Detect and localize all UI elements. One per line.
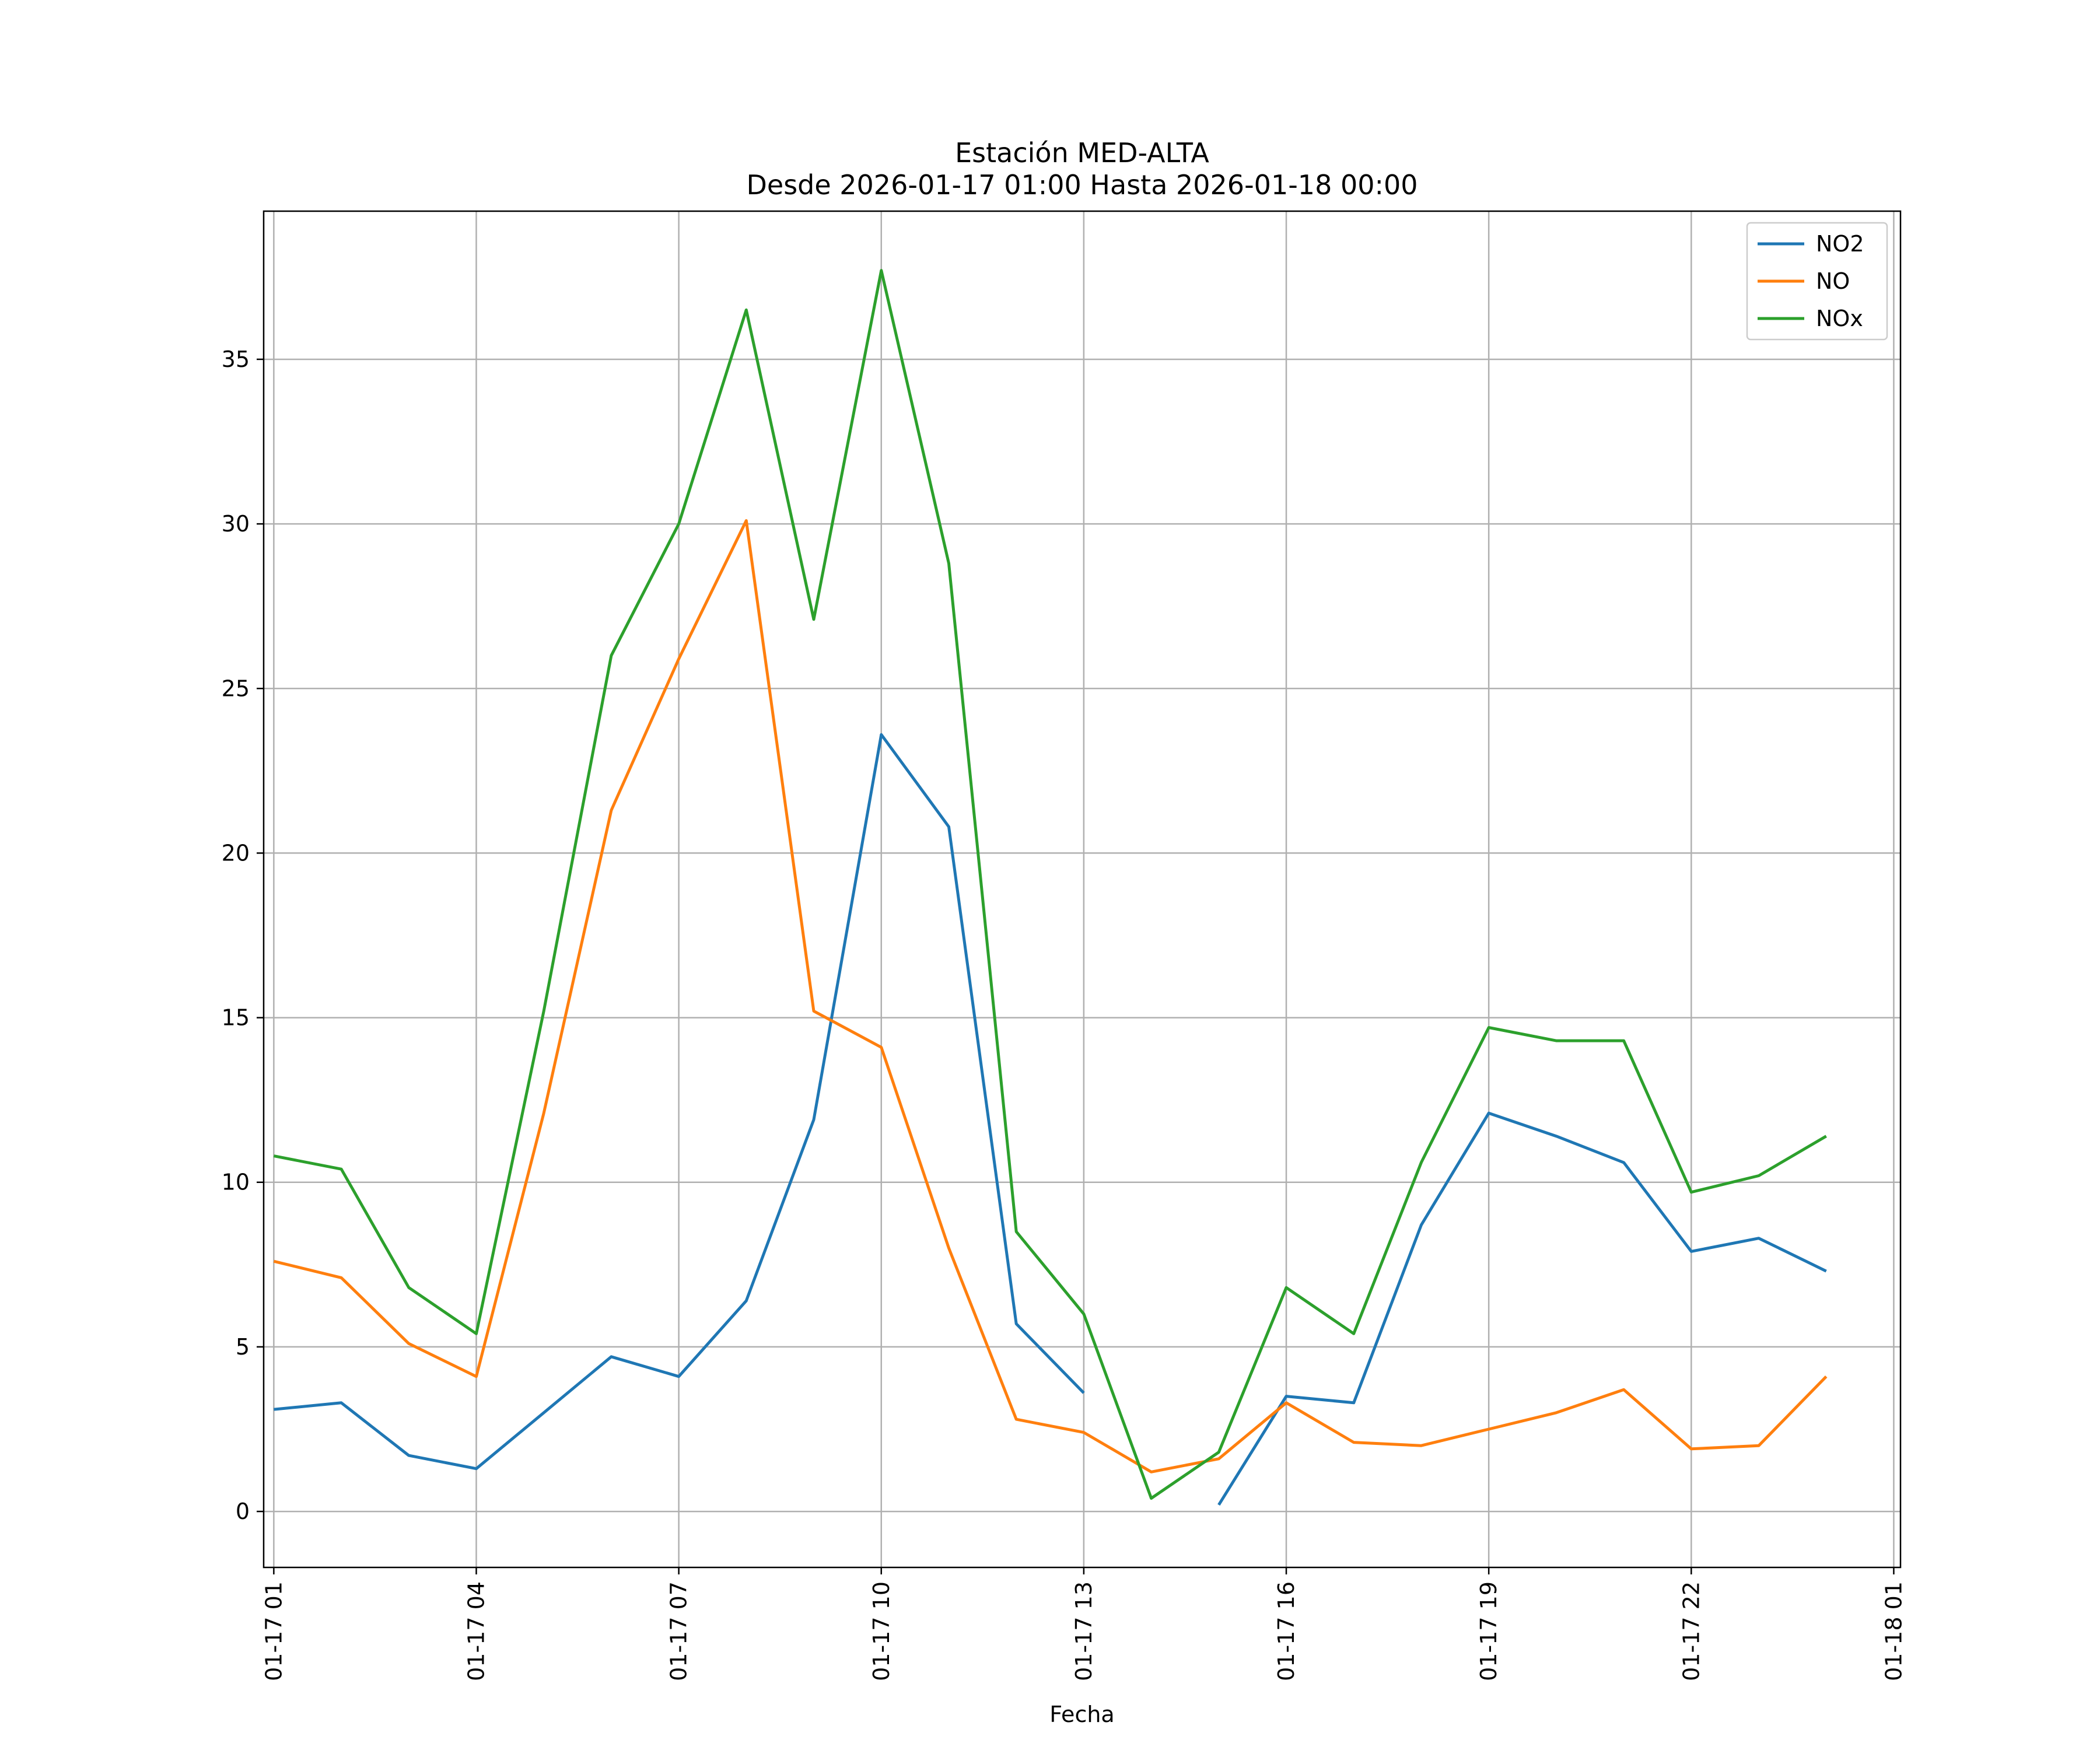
legend: NO2 NO NOx	[1746, 222, 1888, 341]
legend-label-nox: NOx	[1816, 306, 1863, 331]
chart-title-line2: Desde 2026-01-17 01:00 Hasta 2026-01-18 …	[746, 169, 1418, 201]
x-tick-label: 01-17 22	[1678, 1581, 1704, 1681]
y-tick-label: 10	[222, 1170, 250, 1195]
x-tick-label: 01-18 01	[1881, 1581, 1906, 1681]
y-tick-label: 25	[222, 676, 250, 701]
y-tick-label: 15	[222, 1005, 250, 1031]
y-tick-label: 35	[222, 346, 250, 372]
x-tick-label: 01-17 19	[1476, 1581, 1502, 1681]
chart-title-line1: Estación MED-ALTA	[955, 137, 1209, 169]
grid	[264, 211, 1901, 1567]
legend-label-no2: NO2	[1816, 231, 1864, 257]
series-line-no	[273, 519, 1828, 1474]
legend-label-no: NO	[1816, 268, 1850, 294]
y-tick-label: 20	[222, 840, 250, 866]
x-axis-ticks: 01-17 01 01-17 04 01-17 07 01-17 10 01-17 13…	[261, 1567, 1906, 1681]
y-tick-label: 0	[236, 1499, 250, 1524]
x-axis-label: Fecha	[1049, 1702, 1114, 1727]
x-tick-label: 01-17 16	[1273, 1581, 1299, 1681]
series-line-no2	[274, 733, 1827, 1506]
y-axis-ticks: 0 5 10 15 20 25 30 35	[222, 346, 264, 1524]
x-tick-label: 01-17 04	[463, 1581, 489, 1681]
series-line-nox	[273, 269, 1827, 1500]
plot-frame	[262, 210, 1902, 1569]
x-tick-label: 01-17 01	[261, 1581, 286, 1681]
legend-frame	[1746, 222, 1888, 341]
x-tick-label: 01-17 13	[1071, 1581, 1097, 1681]
y-tick-label: 30	[222, 511, 250, 537]
x-tick-label: 01-17 10	[869, 1581, 894, 1681]
series-lines	[273, 269, 1828, 1506]
x-tick-label: 01-17 07	[666, 1581, 692, 1681]
y-tick-label: 5	[236, 1334, 250, 1360]
